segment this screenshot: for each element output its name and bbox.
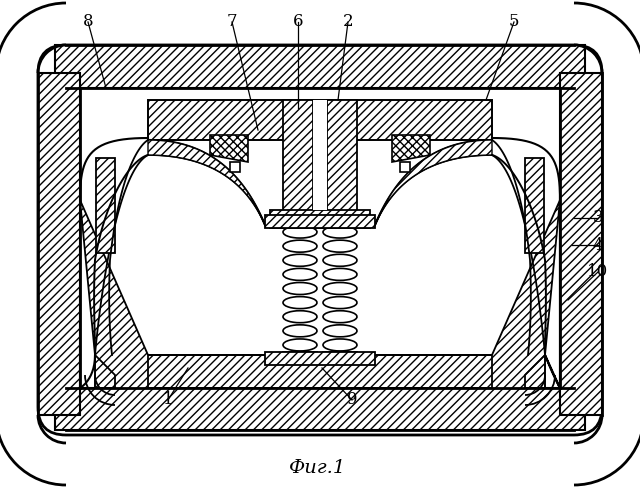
- Bar: [265, 215, 375, 228]
- Bar: [560, 73, 602, 415]
- Bar: [283, 100, 313, 218]
- Text: Фиг.1: Фиг.1: [289, 459, 347, 477]
- Bar: [55, 45, 585, 88]
- FancyBboxPatch shape: [38, 45, 602, 435]
- Text: 9: 9: [347, 391, 357, 409]
- Polygon shape: [375, 140, 492, 225]
- Text: 1: 1: [163, 391, 173, 409]
- Text: 7: 7: [227, 13, 237, 31]
- Text: 4: 4: [593, 237, 604, 253]
- Text: 6: 6: [292, 13, 303, 31]
- Polygon shape: [80, 200, 148, 388]
- Polygon shape: [392, 135, 430, 162]
- Text: 10: 10: [588, 263, 609, 281]
- Polygon shape: [148, 140, 265, 225]
- Bar: [313, 100, 327, 210]
- Bar: [96, 158, 115, 253]
- Bar: [270, 210, 370, 228]
- Bar: [525, 158, 544, 253]
- Bar: [148, 100, 492, 140]
- Bar: [265, 352, 375, 365]
- Bar: [55, 388, 585, 430]
- Text: 5: 5: [509, 13, 519, 31]
- Bar: [38, 73, 80, 415]
- Text: 2: 2: [342, 13, 353, 31]
- Text: 3: 3: [593, 210, 604, 226]
- Bar: [400, 162, 410, 172]
- Bar: [327, 100, 357, 218]
- Bar: [95, 355, 545, 388]
- Polygon shape: [210, 135, 248, 162]
- Text: 8: 8: [83, 13, 93, 31]
- Bar: [80, 88, 560, 388]
- Bar: [230, 162, 240, 172]
- Polygon shape: [492, 200, 560, 388]
